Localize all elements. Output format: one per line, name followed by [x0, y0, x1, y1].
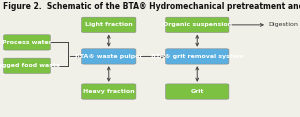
FancyBboxPatch shape — [166, 17, 229, 33]
FancyBboxPatch shape — [82, 84, 136, 99]
Text: Figure 2.  Schematic of the BTA® Hydromechanical pretreatment and the 4 output f: Figure 2. Schematic of the BTA® Hydromec… — [3, 2, 300, 11]
Text: Grit: Grit — [190, 89, 204, 94]
Text: Light fraction: Light fraction — [85, 22, 133, 27]
FancyBboxPatch shape — [166, 49, 229, 64]
Text: Process water: Process water — [2, 40, 52, 45]
Text: BTA® waste pulper: BTA® waste pulper — [75, 54, 142, 59]
FancyBboxPatch shape — [4, 35, 50, 50]
Text: Bagged food waste: Bagged food waste — [0, 63, 61, 68]
Text: BTA® grit removal system: BTA® grit removal system — [151, 54, 244, 59]
Text: Heavy fraction: Heavy fraction — [83, 89, 135, 94]
FancyBboxPatch shape — [82, 17, 136, 33]
FancyBboxPatch shape — [166, 84, 229, 99]
Text: Organic suspension: Organic suspension — [163, 22, 232, 27]
FancyBboxPatch shape — [4, 58, 50, 73]
Text: Digestion: Digestion — [268, 22, 298, 27]
FancyBboxPatch shape — [82, 49, 136, 64]
